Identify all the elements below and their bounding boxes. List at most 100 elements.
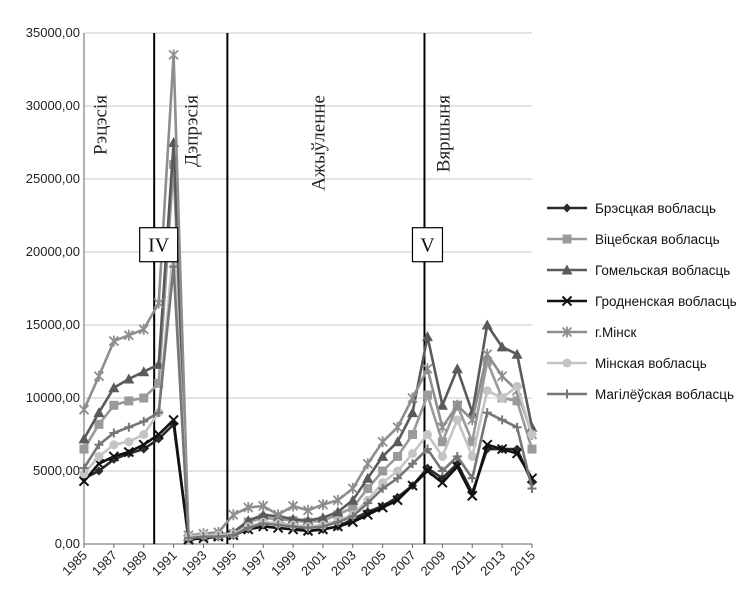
data-point [467, 437, 477, 447]
data-point [242, 515, 254, 526]
data-point [437, 437, 447, 447]
data-point [154, 408, 164, 418]
data-point [94, 466, 104, 476]
legend-label: Брэсцкая вобласць [595, 201, 716, 216]
legend-entry: Гомельская вобласць [547, 263, 730, 278]
data-point [272, 509, 284, 521]
data-point [93, 407, 105, 418]
data-point [288, 521, 298, 531]
data-point [377, 450, 389, 461]
data-point [138, 439, 149, 450]
phase-markers: IV V [139, 227, 444, 263]
data-point [169, 262, 179, 272]
data-point [362, 472, 374, 483]
data-point [168, 414, 179, 426]
legend-label: Магілёўская вобласць [595, 387, 734, 402]
x-tick-label: 1993 [179, 548, 210, 579]
data-point [93, 370, 105, 382]
marker-frame [411, 227, 444, 263]
data-point [408, 448, 418, 458]
data-point [363, 498, 373, 508]
legend-entry: Віцебская вобласць [547, 232, 720, 247]
data-point [347, 494, 359, 505]
marker-frame [139, 227, 179, 263]
data-point [451, 363, 463, 374]
y-tick-label: 25000,00 [26, 171, 80, 186]
x-tick-label: 2015 [507, 548, 538, 579]
data-point [512, 396, 522, 406]
data-point [79, 463, 89, 473]
data-point [422, 465, 433, 477]
data-point [467, 473, 477, 483]
data-point [243, 502, 254, 513]
data-point [422, 363, 433, 375]
data-point [138, 366, 150, 377]
data-point [422, 390, 432, 400]
data-point [422, 444, 432, 454]
gridlines [83, 32, 532, 545]
data-point [422, 430, 432, 439]
data-point [243, 523, 253, 533]
data-point [511, 348, 523, 359]
series-3 [78, 137, 538, 542]
data-point [407, 480, 418, 491]
x-tick-label: 2001 [298, 548, 329, 579]
data-point [139, 416, 149, 426]
legend-label: Віцебская вобласць [595, 232, 720, 247]
data-point [452, 461, 463, 472]
data-point [377, 436, 388, 448]
data-point [138, 323, 149, 335]
data-point [108, 335, 120, 347]
data-point [482, 386, 492, 396]
y-tick-label: 5000,00 [33, 463, 80, 478]
data-point [467, 414, 478, 426]
marker-label: V [420, 235, 435, 257]
legend-entry: Гродненская вобласць [547, 294, 737, 309]
y-axis-ticks: 0,00 5000,00 10000,00 15000,00 20000,00 25000… [26, 25, 80, 551]
series-6 [79, 240, 537, 542]
data-point [108, 382, 120, 393]
data-point [452, 415, 462, 425]
data-point [287, 513, 299, 524]
data-point [496, 341, 508, 352]
data-point [273, 520, 283, 530]
data-point [153, 429, 164, 440]
data-point [109, 440, 119, 450]
data-point [481, 319, 493, 330]
data-point [481, 439, 493, 450]
data-point [437, 477, 448, 488]
data-point [482, 408, 492, 418]
data-point [378, 484, 388, 494]
data-point [94, 419, 104, 429]
data-point [78, 476, 90, 487]
data-point [348, 503, 358, 512]
data-point [561, 326, 573, 338]
x-tick-label: 1997 [238, 548, 269, 579]
data-point [124, 422, 134, 432]
series-line [82, 265, 534, 540]
data-point [363, 484, 373, 494]
data-point [437, 451, 447, 461]
data-point [333, 517, 343, 527]
phase-label: Рэцэсія [90, 95, 111, 155]
data-point [467, 451, 477, 461]
data-point [527, 430, 537, 439]
legend-entry: Мінская вобласць [547, 356, 707, 371]
data-point [527, 484, 537, 494]
data-point [378, 466, 388, 476]
data-point [512, 381, 522, 391]
data-point [347, 483, 358, 495]
data-point [422, 463, 432, 473]
data-point [258, 519, 268, 529]
data-point [78, 404, 90, 416]
data-point [258, 500, 269, 512]
legend-label: г.Мінск [595, 325, 636, 340]
data-point [421, 331, 433, 342]
x-tick-label: 2011 [448, 548, 478, 578]
data-point [408, 459, 418, 469]
x-tick-label: 2009 [417, 548, 448, 579]
data-point [302, 504, 314, 516]
legend-entry: г.Мінск [547, 325, 636, 340]
x-tick-label: 2005 [358, 548, 389, 579]
series-7 [79, 262, 537, 543]
